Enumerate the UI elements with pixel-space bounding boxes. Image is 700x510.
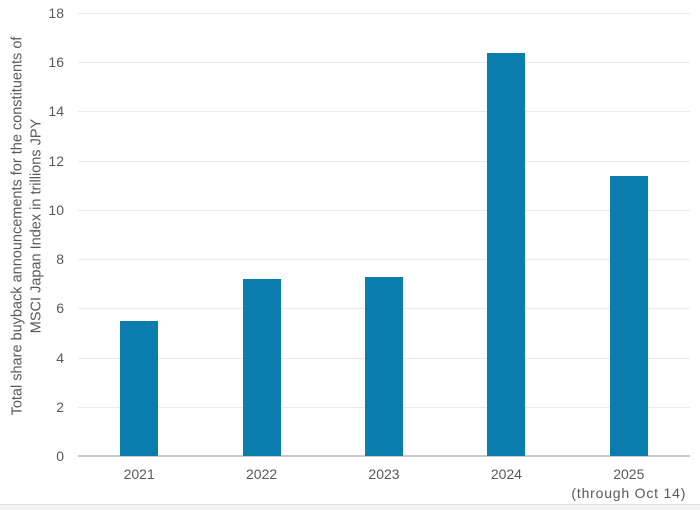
x-label-year: 2021	[123, 466, 155, 482]
x-label-2023: 2023	[368, 465, 399, 484]
x-axis-line	[78, 455, 690, 458]
gridline-y18	[78, 12, 690, 14]
x-label-note: (through Oct 14)	[571, 484, 687, 501]
y-tick-label-10: 10	[48, 201, 64, 218]
x-label-2022: 2022	[246, 465, 277, 484]
y-tick-label-8: 8	[56, 251, 64, 267]
x-label-2021: 2021	[124, 465, 155, 484]
gridline-y16	[78, 62, 690, 64]
page-bottom-edge	[0, 504, 700, 510]
y-tick-label-2: 2	[56, 398, 64, 415]
bar-2021	[120, 321, 159, 457]
x-label-year: 2022	[246, 466, 278, 482]
x-label-year: 2025	[613, 466, 645, 482]
bar-2025	[609, 175, 648, 457]
y-tick-label-18: 18	[48, 4, 64, 21]
y-tick-label-0: 0	[56, 447, 64, 464]
gridline-y10	[78, 209, 690, 211]
x-label-year: 2023	[368, 466, 400, 482]
y-tick-label-12: 12	[48, 152, 64, 169]
y-tick-label-14: 14	[48, 103, 64, 120]
bar-2023	[365, 276, 403, 457]
x-label-year: 2024	[490, 466, 522, 482]
y-tick-label-6: 6	[56, 300, 64, 317]
bar-2024	[487, 52, 526, 457]
gridline-y8	[78, 259, 690, 260]
gridline-y14	[78, 111, 690, 113]
gridline-y12	[78, 160, 690, 162]
y-tick-label-4: 4	[56, 349, 64, 366]
y-tick-label-16: 16	[48, 54, 64, 71]
bar-2022	[242, 279, 281, 457]
x-label-2025: 2025 (through Oct 14)	[571, 465, 686, 502]
x-label-2024: 2024	[491, 465, 522, 484]
